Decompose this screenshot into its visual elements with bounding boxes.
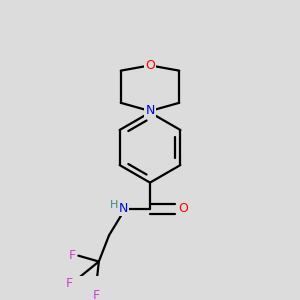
Text: F: F [68,249,76,262]
Text: N: N [119,202,128,215]
Text: H: H [110,200,118,210]
Text: O: O [145,59,155,72]
Text: N: N [145,104,155,118]
Text: F: F [65,277,73,290]
Text: F: F [92,289,100,300]
Text: O: O [178,202,188,215]
